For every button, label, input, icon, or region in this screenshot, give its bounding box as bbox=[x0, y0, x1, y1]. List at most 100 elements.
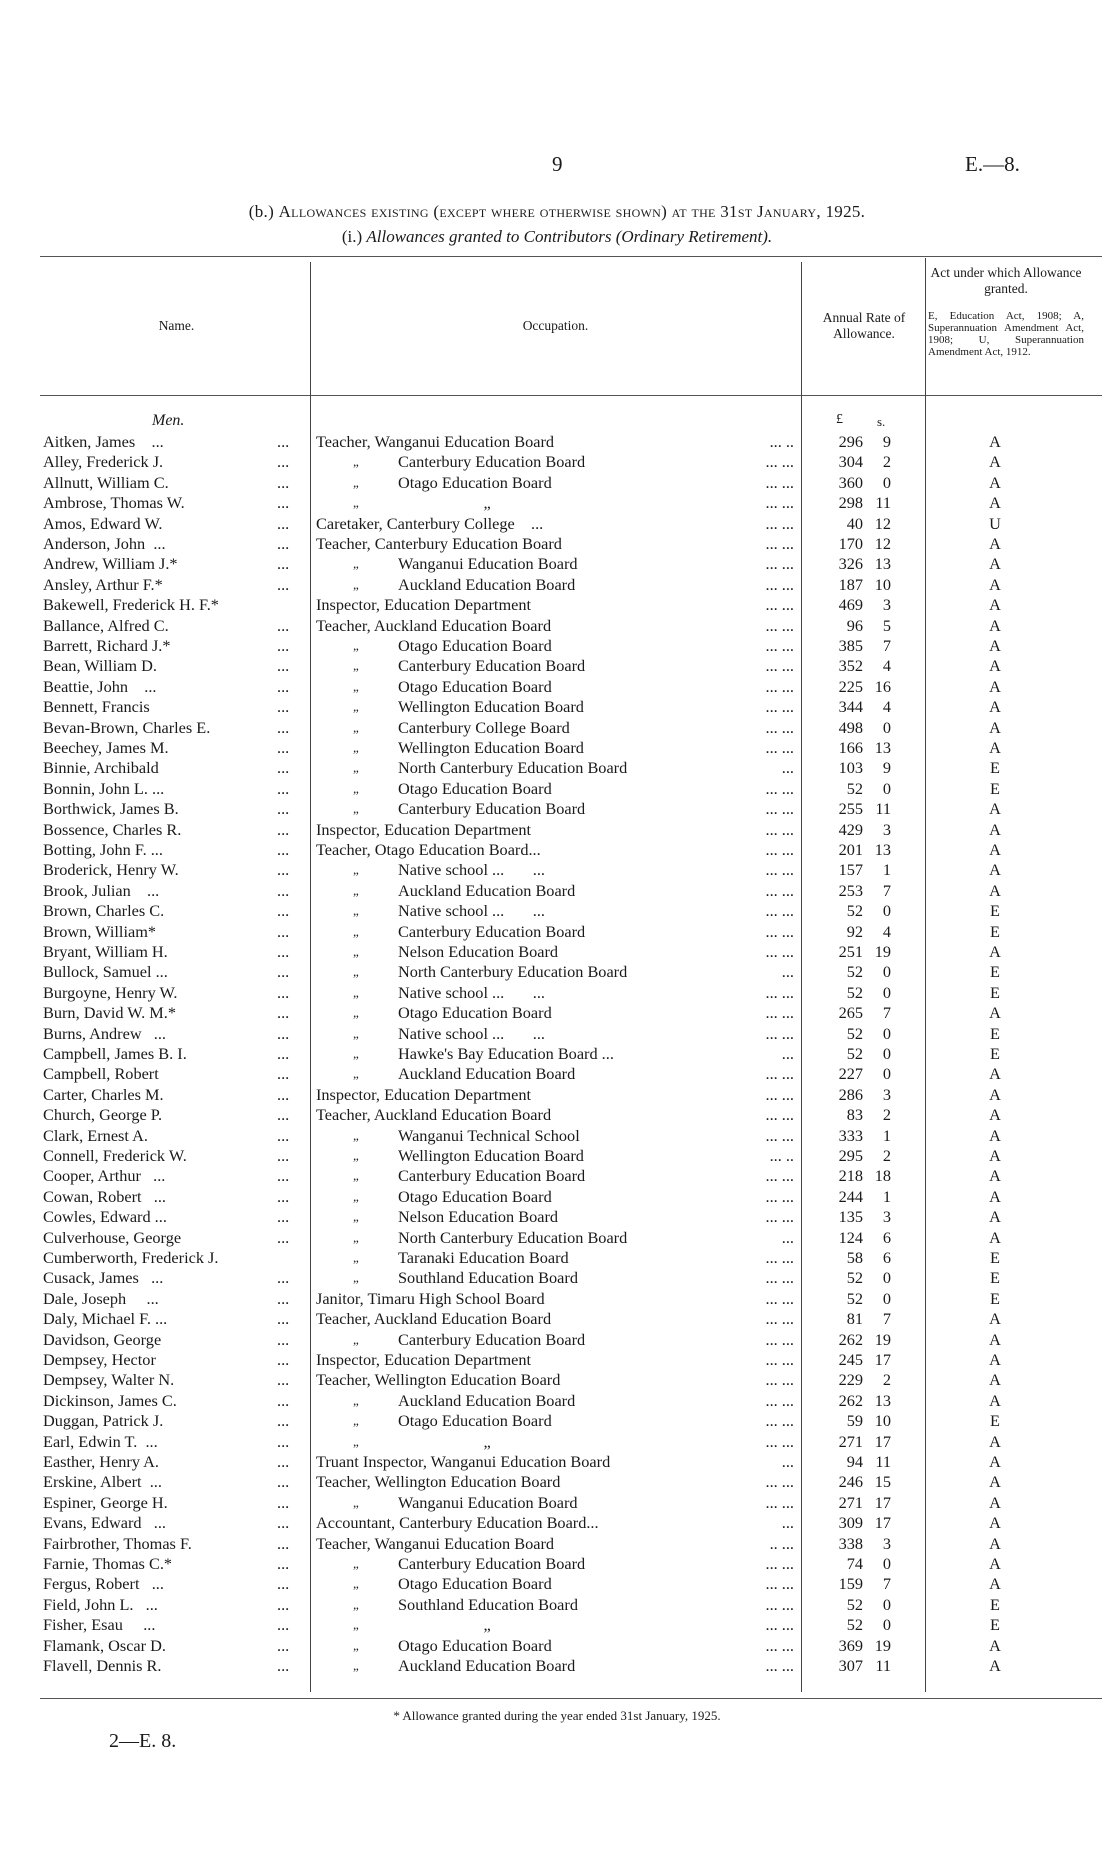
subtitle-prefix: (i.) bbox=[341, 227, 363, 246]
row-pounds: 52 bbox=[846, 901, 863, 921]
page-number: 9 bbox=[552, 152, 563, 176]
row-occupation: Inspector, Education Department bbox=[316, 1084, 531, 1104]
name-leader-dots: ... bbox=[277, 819, 290, 839]
occupation-leader-dots: ... ... bbox=[765, 1288, 795, 1308]
row-act: A bbox=[989, 942, 1001, 961]
table-row: Fairbrother, Thomas F.... Teacher, Wangan… bbox=[0, 1534, 1114, 1554]
row-pounds: 52 bbox=[846, 778, 863, 798]
name-leader-dots: ... bbox=[277, 1105, 290, 1125]
name-leader-dots: ... bbox=[277, 1309, 290, 1329]
occupation-leader-dots: ... ... bbox=[765, 1554, 795, 1573]
row-pounds: 326 bbox=[838, 554, 863, 574]
occupation-leader-dots: ... bbox=[781, 758, 794, 778]
row-occupation: Janitor, Timaru High School Board bbox=[316, 1288, 545, 1308]
row-shillings: 19 bbox=[874, 1635, 891, 1655]
name-leader-dots: ... bbox=[277, 1513, 290, 1533]
table-row: Duggan, Patrick J.... „ Otago Education Bo… bbox=[0, 1411, 1114, 1431]
occupation-leader-dots: ... ... bbox=[765, 1615, 795, 1635]
row-pounds: 245 bbox=[838, 1350, 863, 1369]
row-act: A bbox=[989, 1452, 1001, 1471]
row-act: E bbox=[990, 758, 1000, 778]
row-name: Field, John L. ... bbox=[43, 1594, 158, 1614]
occupation-leader-dots: ... ... bbox=[765, 860, 795, 880]
row-shillings: 2 bbox=[882, 1146, 891, 1165]
row-pounds: 159 bbox=[838, 1574, 863, 1594]
table-row: Botting, John F. ...... Teacher, Otago Ed… bbox=[0, 840, 1114, 860]
header-act-legend: E, Education Act, 1908; A, Superannuatio… bbox=[928, 310, 1084, 358]
row-occupation: Canterbury Education Board bbox=[398, 1166, 586, 1186]
name-leader-dots: ... bbox=[277, 1003, 290, 1023]
table-row: Cowan, Robert ...... „ Otago Education Boa… bbox=[0, 1187, 1114, 1207]
row-occupation: Wellington Education Board bbox=[398, 1146, 584, 1165]
table-row: Culverhouse, George... „ North Canterbury … bbox=[0, 1228, 1114, 1248]
name-leader-dots: ... bbox=[277, 452, 290, 472]
occupation-leader-dots: ... ... bbox=[765, 574, 795, 594]
row-shillings: 0 bbox=[882, 1554, 891, 1573]
name-leader-dots: ... bbox=[277, 1574, 290, 1594]
ditto-mark: „ bbox=[353, 719, 359, 735]
header-rate: Annual Rate of Allowance. bbox=[822, 310, 906, 341]
row-name: Burns, Andrew ... bbox=[43, 1023, 167, 1043]
table-row: Bevan-Brown, Charles E.... „ Canterbury Co… bbox=[0, 718, 1114, 738]
table-row: Cusack, James ...... „ Southland Education… bbox=[0, 1268, 1114, 1288]
name-leader-dots: ... bbox=[277, 738, 290, 757]
shillings-unit: s. bbox=[877, 414, 886, 429]
table-row: Bullock, Samuel ...... „ North Canterbury … bbox=[0, 962, 1114, 982]
row-name: Dempsey, Hector bbox=[43, 1350, 156, 1369]
ditto-mark: „ bbox=[353, 1188, 359, 1204]
row-shillings: 15 bbox=[874, 1472, 891, 1492]
row-occupation: Otago Education Board bbox=[398, 1186, 552, 1206]
row-act: A bbox=[989, 1492, 1001, 1512]
table-row: Bonnin, John L. ...... „ Otago Education B… bbox=[0, 779, 1114, 799]
ditto-mark: „ bbox=[353, 678, 359, 694]
header-occupation: Occupation. bbox=[522, 318, 589, 333]
column-divider bbox=[801, 262, 802, 1692]
name-leader-dots: ... bbox=[277, 921, 290, 941]
ditto-mark: „ bbox=[353, 944, 359, 959]
table-row: Broderick, Henry W.... „ Native school ...… bbox=[0, 860, 1114, 880]
ditto-mark: „ bbox=[353, 1025, 359, 1041]
row-shillings: 4 bbox=[882, 921, 891, 941]
row-name: Amos, Edward W. bbox=[43, 513, 163, 533]
row-name: Daly, Michael F. ... bbox=[43, 1309, 168, 1329]
name-leader-dots: ... bbox=[277, 513, 290, 533]
row-name: Cowles, Edward ... bbox=[43, 1207, 167, 1227]
occupation-leader-dots: ... ... bbox=[765, 656, 795, 676]
table-row: Dempsey, Walter N.... Teacher, Wellington… bbox=[0, 1370, 1114, 1390]
occupation-leader-dots: ... ... bbox=[765, 982, 795, 1002]
table-top-rule bbox=[40, 256, 1102, 257]
row-pounds: 498 bbox=[838, 717, 863, 737]
row-act: A bbox=[989, 697, 1001, 717]
row-pounds: 352 bbox=[838, 656, 863, 676]
row-name: Burgoyne, Henry W. bbox=[43, 982, 178, 1002]
row-act: A bbox=[989, 1533, 1001, 1553]
table-row: Flamank, Oscar D.... „ Otago Education Boa… bbox=[0, 1636, 1114, 1656]
ditto-mark: „ bbox=[353, 1209, 359, 1225]
name-leader-dots: ... bbox=[277, 799, 290, 819]
row-shillings: 3 bbox=[882, 595, 891, 615]
ditto-mark: „ bbox=[353, 556, 359, 572]
occupation-leader-dots: ... ... bbox=[765, 942, 795, 961]
row-shillings: 17 bbox=[874, 1350, 891, 1369]
header-act: Act under which Allowance granted. bbox=[930, 265, 1082, 296]
ditto-mark: „ bbox=[353, 1005, 359, 1021]
row-occupation: Canterbury Education Board bbox=[398, 799, 586, 819]
name-leader-dots: ... bbox=[277, 962, 290, 982]
row-act: A bbox=[989, 1370, 1001, 1390]
row-shillings: 6 bbox=[882, 1227, 891, 1247]
row-name: Beechey, James M. bbox=[43, 738, 169, 757]
name-leader-dots: ... bbox=[277, 942, 290, 961]
row-shillings: 0 bbox=[882, 1288, 891, 1308]
occupation-leader-dots: ... ... bbox=[765, 1309, 795, 1329]
table-row: Cooper, Arthur ...... „ Canterbury Educati… bbox=[0, 1166, 1114, 1186]
row-occupation: Southland Education Board bbox=[398, 1268, 578, 1288]
ditto-mark: „ bbox=[353, 1270, 359, 1286]
row-shillings: 1 bbox=[882, 860, 891, 880]
name-leader-dots: ... bbox=[277, 1207, 290, 1227]
row-shillings: 2 bbox=[882, 1370, 891, 1390]
name-leader-dots: ... bbox=[277, 1023, 290, 1043]
occupation-leader-dots: ... ... bbox=[765, 595, 795, 615]
ditto-mark: „ bbox=[353, 1250, 359, 1265]
row-shillings: 4 bbox=[882, 697, 891, 717]
table-row: Beechey, James M.... „ Wellington Educatio… bbox=[0, 738, 1114, 758]
